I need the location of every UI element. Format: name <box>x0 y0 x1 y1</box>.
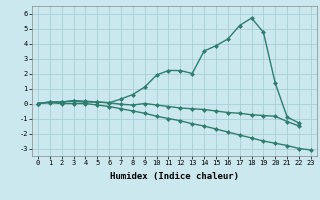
X-axis label: Humidex (Indice chaleur): Humidex (Indice chaleur) <box>110 172 239 181</box>
